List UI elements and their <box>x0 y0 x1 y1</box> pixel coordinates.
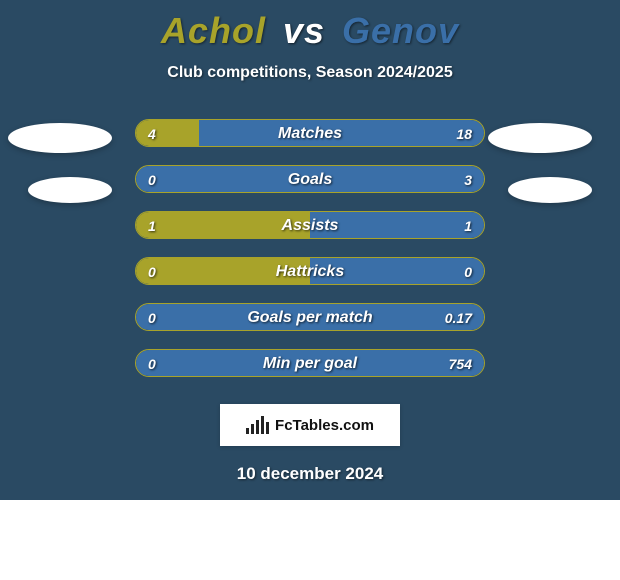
stat-row: Hattricks00 <box>0 248 620 294</box>
stat-bar-left-fill <box>136 120 199 146</box>
date-label: 10 december 2024 <box>0 464 620 484</box>
stat-rows: Matches418 Goals03 Assists11 Hattricks00 Goa… <box>0 110 620 386</box>
stat-bar-left-fill <box>136 258 310 284</box>
stat-bar: Min per goal0754 <box>135 349 485 377</box>
title: Achol vs Genov <box>0 0 620 52</box>
brand-logo-bar <box>251 424 254 434</box>
brand-text: FcTables.com <box>275 417 374 434</box>
stat-row: Assists11 <box>0 202 620 248</box>
brand-logo-bar <box>246 428 249 434</box>
stat-bar-right-fill <box>136 350 484 376</box>
stat-bar-right-fill <box>136 304 484 330</box>
stat-bar-right-fill <box>136 166 484 192</box>
player1-name: Achol <box>161 10 266 51</box>
stat-bar: Goals per match00.17 <box>135 303 485 331</box>
stat-row: Goals03 <box>0 156 620 202</box>
stat-bar-right-fill <box>310 258 484 284</box>
brand-badge: FcTables.com <box>220 404 400 446</box>
brand-logo-bar <box>261 416 264 434</box>
comparison-card: Achol vs Genov Club competitions, Season… <box>0 0 620 500</box>
stat-bar: Goals03 <box>135 165 485 193</box>
stat-bar-right-fill <box>310 212 484 238</box>
stat-row: Goals per match00.17 <box>0 294 620 340</box>
brand-logo-bar <box>256 420 259 434</box>
vs-label: vs <box>283 10 325 51</box>
stat-bar: Matches418 <box>135 119 485 147</box>
stat-row: Matches418 <box>0 110 620 156</box>
stat-bar: Hattricks00 <box>135 257 485 285</box>
brand-logo-bar <box>266 422 269 434</box>
stat-bar: Assists11 <box>135 211 485 239</box>
stat-row: Min per goal0754 <box>0 340 620 386</box>
stat-bar-right-fill <box>199 120 484 146</box>
stat-bar-left-fill <box>136 212 310 238</box>
brand-logo-icon <box>246 416 269 434</box>
subtitle: Club competitions, Season 2024/2025 <box>0 64 620 82</box>
player2-name: Genov <box>342 10 459 51</box>
